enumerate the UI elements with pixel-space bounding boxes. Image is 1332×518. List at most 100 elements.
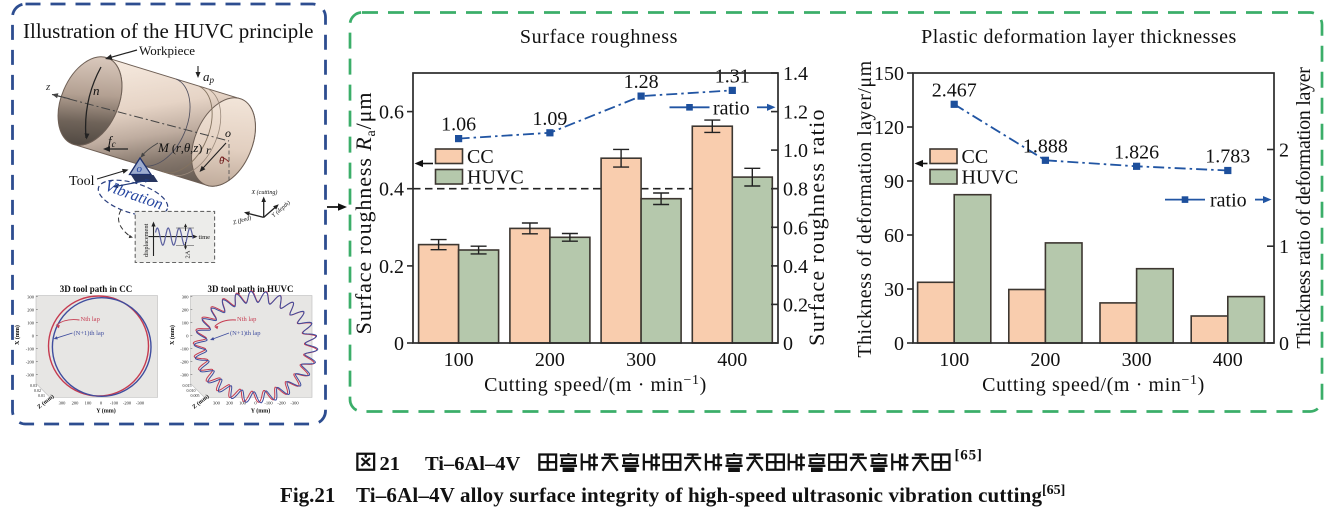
svg-text:0.6: 0.6 (379, 102, 404, 124)
svg-text:Cutting speed/(m · min−1): Cutting speed/(m · min−1) (484, 373, 707, 396)
svg-text:-300: -300 (26, 373, 35, 378)
svg-text:-200: -200 (277, 401, 286, 406)
svg-text:100: 100 (85, 401, 93, 406)
svg-text:Nth lap: Nth lap (237, 316, 256, 323)
svg-text:100: 100 (182, 321, 190, 326)
svg-text:Ti–6Al–4V alloy surface integr: Ti–6Al–4V alloy surface integrity of hig… (356, 483, 1042, 507)
svg-text:0.6: 0.6 (783, 217, 808, 239)
svg-text:100: 100 (939, 349, 969, 371)
svg-text:300: 300 (27, 295, 35, 300)
svg-text:400: 400 (717, 349, 747, 371)
svg-text:1.0: 1.0 (783, 140, 808, 162)
svg-text:-200: -200 (26, 360, 35, 365)
svg-text:CC: CC (962, 146, 989, 168)
svg-text:Thickness of deformation layer: Thickness of deformation layer/μm (854, 60, 876, 357)
svg-text:Surface roughness ratio: Surface roughness ratio (804, 108, 829, 346)
svg-text:2A: 2A (185, 250, 192, 258)
svg-text:200: 200 (182, 308, 190, 313)
svg-text:Fig.21: Fig.21 (280, 483, 335, 507)
svg-text:n: n (93, 83, 100, 98)
svg-text:1.06: 1.06 (441, 114, 476, 136)
svg-text:displacement: displacement (143, 224, 150, 257)
svg-text:-300: -300 (290, 401, 299, 406)
svg-text:Ti–6Al–4V: Ti–6Al–4V (425, 453, 520, 475)
svg-text:0.010: 0.010 (187, 388, 196, 393)
svg-text:Y (mm): Y (mm) (251, 408, 271, 415)
svg-text:200: 200 (72, 401, 80, 406)
svg-text:100: 100 (27, 321, 35, 326)
svg-text:0: 0 (783, 333, 793, 355)
svg-text:X (mm): X (mm) (169, 325, 176, 345)
svg-text:200: 200 (1030, 349, 1060, 371)
svg-text:Surface roughness Ra/μm: Surface roughness Ra/μm (351, 92, 379, 335)
svg-text:300: 300 (626, 349, 656, 371)
svg-text:-300: -300 (180, 373, 189, 378)
svg-text:-100: -100 (110, 401, 119, 406)
svg-text:30: 30 (884, 279, 904, 301)
svg-text:Nth lap: Nth lap (81, 316, 100, 323)
svg-text:0: 0 (894, 333, 904, 355)
svg-text:[65]: [65] (1042, 483, 1065, 498)
svg-text:0.2: 0.2 (379, 256, 404, 278)
svg-text:3D tool path in CC: 3D tool path in CC (60, 284, 133, 294)
svg-text:Plastic deformation layer thic: Plastic deformation layer thicknesses (921, 26, 1237, 48)
svg-text:time: time (199, 234, 211, 241)
svg-text:o: o (137, 163, 143, 175)
svg-text:o: o (225, 126, 231, 140)
svg-text:100: 100 (239, 401, 247, 406)
svg-text:X (cutting): X (cutting) (251, 189, 278, 196)
svg-text:1.783: 1.783 (1205, 146, 1250, 168)
svg-text:1.28: 1.28 (624, 71, 659, 93)
svg-text:ratio: ratio (1210, 190, 1247, 212)
svg-text:-100: -100 (180, 347, 189, 352)
svg-text:Illustration of the HUVC princ: Illustration of the HUVC principle (23, 19, 313, 43)
svg-text:X (mm): X (mm) (14, 325, 21, 345)
svg-text:-100: -100 (26, 347, 35, 352)
svg-text:300: 300 (213, 401, 221, 406)
svg-text:0: 0 (32, 334, 35, 339)
svg-text:ap: ap (203, 69, 215, 85)
svg-text:2: 2 (1279, 140, 1289, 162)
svg-text:0.2: 0.2 (783, 294, 808, 316)
svg-text:200: 200 (27, 308, 35, 313)
svg-text:60: 60 (884, 225, 904, 247)
svg-text:0.03: 0.03 (30, 383, 37, 388)
svg-text:150: 150 (874, 63, 904, 85)
svg-text:0: 0 (186, 334, 189, 339)
svg-text:0: 0 (394, 333, 404, 355)
svg-text:z: z (45, 81, 51, 93)
svg-text:0: 0 (254, 401, 257, 406)
svg-text:fc: fc (108, 133, 116, 149)
svg-text:3D tool path in HUVC: 3D tool path in HUVC (207, 284, 293, 294)
svg-text:1.31: 1.31 (715, 65, 750, 87)
svg-text:Thickness ratio of deformation: Thickness ratio of deformation layer (1293, 67, 1315, 349)
svg-text:1.09: 1.09 (532, 108, 567, 130)
svg-text:200: 200 (226, 401, 234, 406)
svg-text:90: 90 (884, 171, 904, 193)
svg-text:HUVC: HUVC (467, 167, 524, 189)
svg-text:ratio: ratio (713, 97, 750, 119)
svg-text:0.005: 0.005 (191, 393, 200, 398)
svg-text:M (r,θ,z): M (r,θ,z) (157, 140, 202, 155)
svg-text:(N+1)th lap: (N+1)th lap (230, 330, 261, 337)
svg-text:2.467: 2.467 (932, 79, 977, 101)
svg-text:0: 0 (1279, 333, 1289, 355)
svg-text:0: 0 (100, 401, 103, 406)
svg-text:300: 300 (182, 295, 190, 300)
svg-text:0.01: 0.01 (38, 393, 45, 398)
svg-text:0.8: 0.8 (783, 179, 808, 201)
svg-text:r: r (206, 143, 211, 157)
svg-text:-200: -200 (180, 360, 189, 365)
svg-text:200: 200 (535, 349, 565, 371)
svg-text:Tool: Tool (69, 174, 95, 189)
svg-text:Y (mm): Y (mm) (96, 408, 116, 415)
svg-text:1: 1 (1279, 236, 1289, 258)
svg-text:Z (feed): Z (feed) (232, 215, 252, 227)
svg-text:120: 120 (874, 117, 904, 139)
svg-text:1.2: 1.2 (783, 102, 808, 124)
svg-text:1.826: 1.826 (1114, 141, 1159, 163)
svg-text:0.015: 0.015 (183, 383, 192, 388)
svg-text:-200: -200 (123, 401, 132, 406)
svg-text:-100: -100 (264, 401, 273, 406)
svg-text:[65]: [65] (955, 448, 983, 464)
